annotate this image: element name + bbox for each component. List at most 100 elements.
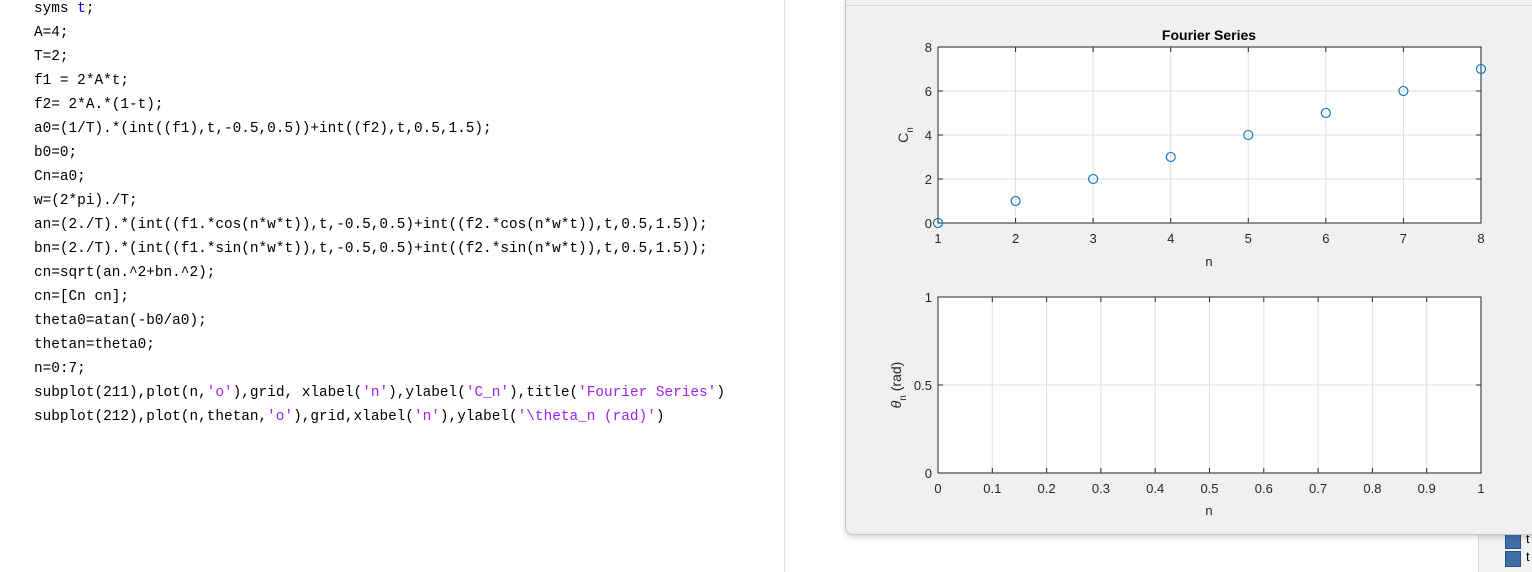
variable-icon — [1505, 551, 1521, 567]
x-tick-label: 0 — [934, 481, 941, 496]
x-tick-label: 3 — [1090, 231, 1097, 246]
code-string-token: 'o' — [206, 385, 233, 401]
code-editor[interactable]: syms t; A=4; T=2; f1 = 2*A*t; f2= 2*A.*(1-t)… — [0, 0, 784, 572]
code-token: subplot(211),plot(n, — [34, 385, 207, 401]
x-tick-label: 4 — [1167, 231, 1174, 246]
data-point — [1243, 129, 1254, 141]
figure-canvas[interactable]: 1 2 3 4 5 6 7 8 0 2 4 6 8 Fourier Series n Cn 0 0.1 0.… — [846, 0, 1532, 534]
code-token: ; — [85, 1, 95, 17]
y-axis-label-main: θ — [888, 400, 904, 408]
code-line[interactable]: subplot(212),plot(n,thetan,'o'),grid,xla… — [34, 407, 664, 431]
axes-top-grid — [938, 47, 1481, 223]
y-tick-label: 1 — [925, 290, 932, 305]
x-tick-label: 0.8 — [1363, 481, 1381, 496]
x-tick-label: 2 — [1012, 231, 1019, 246]
code-line[interactable]: syms t; — [34, 0, 94, 23]
code-token: a0=(1/T).*(int((f1),t,-0.5,0.5))+int((f2… — [34, 121, 492, 137]
x-tick-label: 8 — [1477, 231, 1484, 246]
code-token: an=(2./T).*(int((f1.*cos(n*w*t)),t,-0.5,… — [34, 217, 708, 233]
code-token: thetan=theta0; — [34, 337, 155, 353]
workspace-variable-name: t — [1526, 531, 1530, 546]
x-axis-label: n — [1205, 254, 1212, 269]
code-token: ) — [716, 385, 725, 401]
code-keyword-token: t — [77, 1, 86, 17]
x-tick-label: 1 — [934, 231, 941, 246]
y-tick-label: 4 — [925, 128, 932, 143]
code-token: ) — [655, 409, 665, 425]
figure-toolbar-divider — [846, 5, 1532, 6]
code-string-token: 'o' — [267, 409, 294, 425]
y-axis-label-rest: (rad) — [888, 362, 904, 395]
code-token: b0=0; — [34, 145, 78, 161]
code-line[interactable]: subplot(211),plot(n,'o'),grid, xlabel('n… — [34, 383, 725, 407]
code-string-token: 'Fourier Series' — [578, 385, 717, 401]
code-line[interactable]: Cn=a0; — [34, 167, 86, 191]
code-line[interactable]: f1 = 2*A*t; — [34, 71, 129, 95]
y-tick-label: 8 — [925, 40, 932, 55]
axes-top-markers — [932, 63, 1487, 229]
data-point — [1010, 195, 1021, 207]
axes-bottom[interactable]: 0 0.1 0.2 0.3 0.4 0.5 0.6 0.7 0.8 0.9 1 0 0.5 1 n θn … — [888, 290, 1485, 518]
code-line[interactable]: T=2; — [34, 47, 69, 71]
code-token: T=2; — [34, 49, 69, 65]
code-line[interactable]: n=0:7; — [34, 359, 86, 383]
code-token: theta0=atan(-b0/a0); — [34, 313, 207, 329]
figure-window[interactable]: 1 2 3 4 5 6 7 8 0 2 4 6 8 Fourier Series n Cn 0 0.1 0.… — [845, 0, 1532, 535]
code-line[interactable]: A=4; — [34, 23, 69, 47]
code-token: ),ylabel( — [439, 409, 518, 425]
code-token: Cn=a0; — [34, 169, 86, 185]
code-line[interactable]: an=(2./T).*(int((f1.*cos(n*w*t)),t,-0.5,… — [34, 215, 708, 239]
axes-bottom-grid — [938, 297, 1481, 473]
code-line[interactable]: f2= 2*A.*(1-t); — [34, 95, 164, 119]
code-line[interactable]: w=(2*pi)./T; — [34, 191, 138, 215]
axes-top[interactable]: 1 2 3 4 5 6 7 8 0 2 4 6 8 Fourier Series n Cn — [895, 27, 1487, 269]
axes-top-ticks: 1 2 3 4 5 6 7 8 0 2 4 6 8 — [925, 40, 1485, 246]
x-tick-label: 1 — [1477, 481, 1484, 496]
y-axis-label-sub: n — [898, 395, 909, 401]
svg-text:Cn: Cn — [895, 127, 916, 143]
y-tick-label: 0 — [925, 466, 932, 481]
code-token: f2= 2*A.*(1-t); — [34, 97, 164, 113]
data-point — [1165, 151, 1176, 163]
code-line[interactable]: a0=(1/T).*(int((f1),t,-0.5,0.5))+int((f2… — [34, 119, 492, 143]
code-token: subplot(212),plot(n,thetan, — [34, 409, 268, 425]
y-tick-label: 0.5 — [914, 378, 932, 393]
data-point — [932, 217, 944, 229]
code-token: A=4; — [34, 25, 69, 41]
chart-title: Fourier Series — [1162, 27, 1256, 43]
y-axis-label-sub: n — [905, 127, 916, 133]
code-token: cn=sqrt(an.^2+bn.^2); — [34, 265, 216, 281]
code-token: ),title( — [509, 385, 579, 401]
code-token: bn=(2./T).*(int((f1.*sin(n*w*t)),t,-0.5,… — [34, 241, 708, 257]
data-point — [1475, 63, 1487, 75]
x-tick-label: 7 — [1400, 231, 1407, 246]
code-string-token: 'n' — [362, 385, 389, 401]
code-string-token: 'C_n' — [465, 385, 510, 401]
y-axis-label: Cn — [895, 127, 916, 143]
code-line[interactable]: bn=(2./T).*(int((f1.*sin(n*w*t)),t,-0.5,… — [34, 239, 708, 263]
data-point — [1088, 173, 1099, 185]
y-tick-label: 6 — [925, 84, 932, 99]
code-line[interactable]: cn=[Cn cn]; — [34, 287, 129, 311]
code-token: n=0:7; — [34, 361, 86, 377]
editor-divider — [784, 0, 785, 572]
x-tick-label: 0.7 — [1309, 481, 1327, 496]
code-line[interactable]: b0=0; — [34, 143, 77, 167]
code-line[interactable]: cn=sqrt(an.^2+bn.^2); — [34, 263, 215, 287]
x-tick-label: 0.1 — [983, 481, 1001, 496]
workspace-variable[interactable]: t — [1505, 549, 1530, 567]
y-tick-label: 2 — [925, 172, 932, 187]
code-line[interactable]: theta0=atan(-b0/a0); — [34, 311, 207, 335]
x-tick-label: 6 — [1322, 231, 1329, 246]
x-tick-label: 5 — [1245, 231, 1252, 246]
code-token: syms — [34, 1, 78, 17]
x-tick-label: 0.3 — [1092, 481, 1110, 496]
axes-bottom-ticks: 0 0.1 0.2 0.3 0.4 0.5 0.6 0.7 0.8 0.9 1 0 0.5 1 — [914, 290, 1485, 496]
x-tick-label: 0.5 — [1200, 481, 1218, 496]
data-point — [1398, 85, 1409, 97]
code-token: ),grid,xlabel( — [293, 409, 414, 425]
code-line[interactable]: thetan=theta0; — [34, 335, 155, 359]
x-tick-label: 0.9 — [1418, 481, 1436, 496]
svg-text:θn (rad): θn (rad) — [888, 362, 909, 409]
code-token: cn=[Cn cn]; — [34, 289, 129, 305]
